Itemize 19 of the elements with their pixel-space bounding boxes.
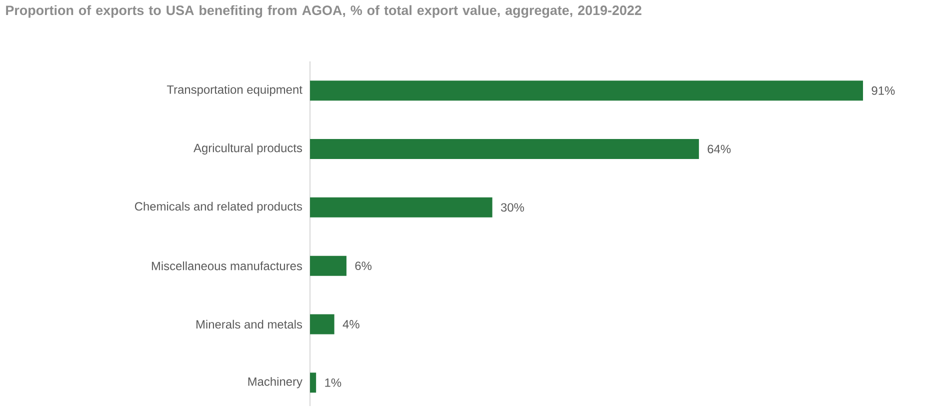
bar — [310, 256, 346, 276]
data-label: 1% — [325, 378, 342, 387]
y-tick-label: Minerals and metals — [196, 320, 302, 329]
y-tick-label: Machinery — [248, 377, 302, 388]
data-label: 4% — [342, 320, 360, 328]
data-label: 30% — [500, 203, 524, 212]
bar — [310, 80, 864, 101]
chart-title: Proportion of exports to USA benefiting from AGOA, % of total export value, aggregate, 2019-2022 — [6, 5, 642, 18]
data-label: 91% — [872, 86, 895, 95]
bar — [310, 314, 334, 334]
bar — [310, 372, 316, 393]
y-tick-label: Transportation equipment — [166, 85, 302, 96]
y-tick-label: Chemicals and related products — [134, 202, 302, 213]
bar — [310, 197, 492, 218]
data-label: 6% — [355, 262, 372, 270]
bar — [310, 139, 699, 160]
y-tick-label: Agricultural products — [194, 143, 302, 155]
data-label: 64% — [708, 144, 731, 154]
y-tick-label: Miscellaneous manufactures — [152, 261, 302, 270]
